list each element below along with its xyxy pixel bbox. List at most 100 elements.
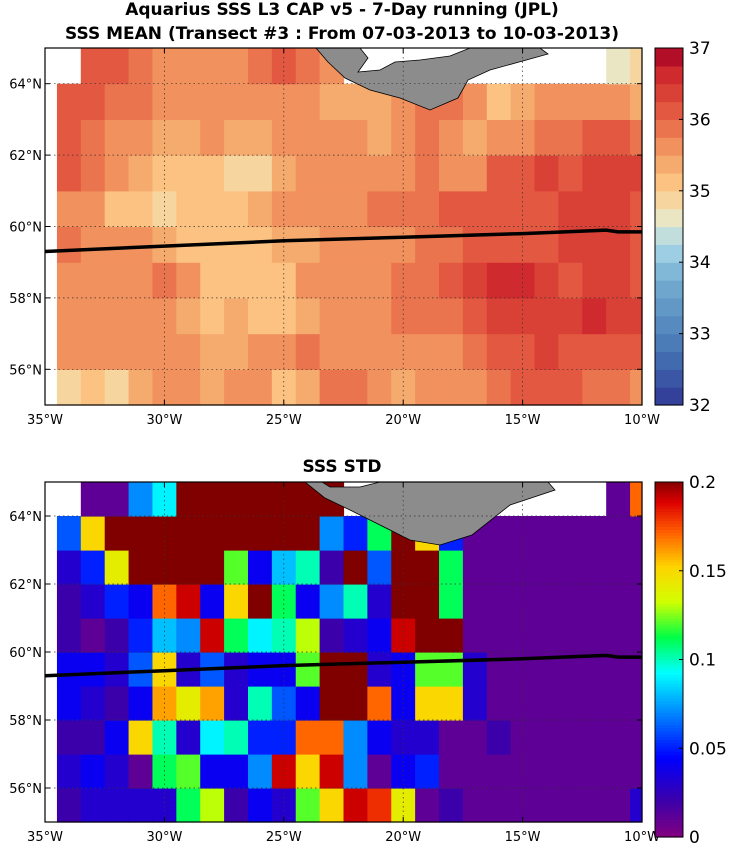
data-cell (80, 584, 106, 619)
y-tick-label: 64°N (9, 510, 42, 525)
data-cell (462, 297, 488, 335)
colorbar-segment (655, 686, 683, 690)
data-cell (176, 516, 201, 551)
data-cell (247, 190, 273, 228)
data-cell (200, 333, 225, 370)
data-cell (104, 516, 130, 551)
data-cell (606, 119, 631, 156)
data-cell (247, 48, 273, 85)
data-cell (56, 226, 82, 263)
colorbar-segment (655, 822, 683, 826)
data-cell (176, 754, 201, 789)
data-cell (247, 720, 273, 755)
colorbar-segment (655, 816, 683, 820)
colorbar-segment (655, 656, 683, 661)
data-cell (104, 297, 130, 335)
data-cell (295, 652, 321, 687)
data-cell (104, 754, 130, 789)
data-cell (80, 155, 106, 192)
colorbar-tick-label: 35 (689, 182, 711, 202)
data-cell (415, 720, 440, 755)
colorbar-segment (655, 600, 683, 604)
colorbar-segment (655, 700, 683, 705)
data-cell (606, 83, 631, 120)
data-cell (80, 190, 106, 228)
data-cell (630, 516, 643, 551)
data-cell (582, 618, 607, 653)
mean-salinity-map: 35°W 30°W 25°W 20°W 15°W 10°W 56°N 58°N 60°N 62°N… (9, 47, 660, 428)
data-cell (56, 516, 82, 551)
colorbar-segment (655, 101, 683, 120)
colorbar-segment (655, 561, 683, 566)
data-cell (271, 297, 297, 335)
data-cell (534, 516, 560, 551)
x-tick-label: 30°W (146, 830, 182, 845)
colorbar-segment (655, 502, 683, 507)
data-cell (152, 516, 177, 551)
data-cell (343, 584, 368, 619)
data-cell (534, 119, 560, 156)
data-cell (224, 618, 249, 653)
x-tick-label: 20°W (385, 413, 421, 428)
data-cell (367, 652, 392, 687)
data-cell (247, 155, 273, 192)
data-cell (295, 226, 321, 263)
data-cell (152, 550, 177, 585)
data-cell (80, 226, 106, 263)
data-cell (319, 550, 345, 585)
data-cell (630, 262, 643, 299)
colorbar-tick-label: 0.2 (689, 473, 716, 493)
colorbar-segment (655, 621, 683, 625)
data-cell (415, 618, 440, 653)
colorbar-segment (655, 226, 683, 245)
data-cell (247, 482, 273, 517)
data-cell (224, 119, 249, 156)
colorbar-tick-label: 34 (689, 253, 711, 273)
colorbar-segment (655, 683, 683, 687)
data-cell (343, 297, 368, 335)
colorbar-segment (655, 612, 683, 616)
data-cell (319, 119, 345, 156)
land-mask (303, 481, 556, 546)
data-cell (104, 686, 130, 721)
data-cell (80, 516, 106, 551)
x-tick-label: 10°W (624, 830, 660, 845)
colorbar-segment (655, 695, 683, 699)
data-cell (128, 48, 154, 85)
data-cell (128, 584, 154, 619)
data-cell (56, 652, 82, 687)
data-cell (343, 550, 368, 585)
data-cell (486, 119, 512, 156)
data-cell (415, 333, 440, 370)
data-cell (558, 155, 583, 192)
data-cell (462, 369, 488, 406)
data-cell (606, 369, 631, 406)
data-cell (200, 482, 225, 517)
data-cell (582, 720, 607, 755)
data-cell (630, 618, 643, 653)
data-cell (152, 297, 177, 335)
data-cell (486, 83, 512, 120)
data-cell (415, 226, 440, 263)
data-cell (606, 618, 631, 653)
colorbar-segment (655, 804, 683, 809)
data-cell (224, 369, 249, 406)
colorbar-segment (655, 532, 683, 536)
colorbar-segment (655, 819, 683, 823)
data-cell (439, 226, 464, 263)
data-cell (200, 754, 225, 789)
colorbar-segment (655, 351, 683, 370)
colorbar-segment (655, 262, 683, 281)
data-cell (128, 618, 154, 653)
data-cell (558, 584, 583, 619)
colorbar-segment (655, 119, 683, 138)
colorbar-segment (655, 774, 683, 779)
data-cell (200, 686, 225, 721)
data-cell (415, 550, 440, 585)
colorbar-segment (655, 715, 683, 720)
data-cell (534, 369, 560, 406)
data-cell (247, 83, 273, 120)
transect-line (44, 653, 642, 678)
data-cell (606, 720, 631, 755)
data-cell (462, 83, 488, 120)
